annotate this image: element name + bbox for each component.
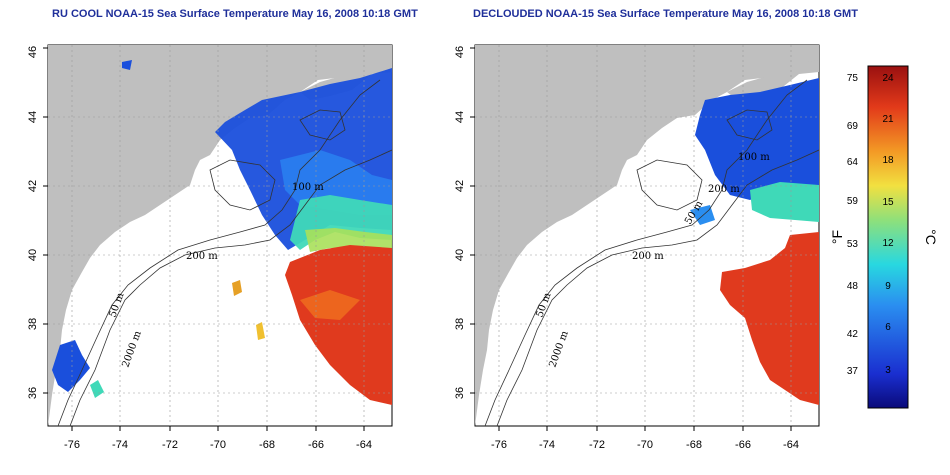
x-tick-label: -72: [162, 439, 178, 451]
x-tick-label: -64: [783, 439, 799, 451]
left-map: 200 m 50 m 2000 m 100 m -76 -74 -72 -70 …: [27, 44, 393, 451]
x-tick-label: -76: [491, 439, 507, 451]
fahrenheit-tick: 42: [847, 329, 859, 340]
celsius-tick: 9: [885, 281, 891, 292]
left-map-title: RU COOL NOAA-15 Sea Surface Temperature …: [52, 8, 418, 20]
fahrenheit-tick: 75: [847, 73, 859, 84]
celsius-tick: 12: [882, 238, 894, 249]
sst-cold-region: [122, 60, 132, 70]
y-tick-label: 42: [454, 180, 466, 192]
fahrenheit-unit-label: °F: [829, 230, 845, 244]
right-gridlines: [475, 45, 819, 426]
land-mass: [475, 45, 819, 426]
right-map-title: DECLOUDED NOAA-15 Sea Surface Temperatur…: [473, 8, 858, 20]
colorbar-gradient: [867, 65, 909, 409]
celsius-scale: 24 21 18 15 12 9 6 3: [882, 73, 894, 376]
y-tick-label: 40: [27, 249, 39, 261]
left-gridlines: [48, 45, 392, 426]
y-tick-label: 42: [27, 180, 39, 192]
fahrenheit-tick: 48: [847, 281, 859, 292]
y-tick-label: 40: [454, 249, 466, 261]
fahrenheit-tick: 37: [847, 366, 859, 377]
left-y-axis: 46 44 42 40 38 36: [27, 46, 39, 399]
contour-label: 100 m: [292, 182, 324, 193]
y-tick-label: 44: [27, 111, 39, 123]
left-tick-marks: [43, 47, 365, 431]
celsius-unit-label: °C: [923, 229, 939, 245]
contour-label: 200 m: [186, 251, 218, 262]
x-tick-label: -66: [308, 439, 324, 451]
x-tick-label: -66: [735, 439, 751, 451]
land-mass: [727, 60, 819, 100]
sst-mid-region: [750, 182, 819, 222]
y-tick-label: 38: [454, 318, 466, 330]
left-x-axis: -76 -74 -72 -70 -68 -66 -64: [64, 439, 372, 451]
x-tick-label: -64: [356, 439, 372, 451]
x-tick-label: -76: [64, 439, 80, 451]
x-tick-label: -74: [539, 439, 555, 451]
y-tick-label: 44: [454, 111, 466, 123]
sst-warm-region: [300, 290, 360, 320]
left-isobaths: [57, 79, 392, 426]
fahrenheit-tick: 53: [847, 239, 859, 250]
x-tick-label: -68: [686, 439, 702, 451]
sst-warm-region: [232, 280, 242, 296]
sst-warm-region: [770, 258, 800, 290]
sst-cold-region: [52, 340, 90, 392]
sst-cold-region: [695, 78, 819, 200]
contour-label: 100 m: [738, 152, 770, 163]
right-y-axis: 46 44 42 40 38 36: [454, 46, 466, 399]
x-tick-label: -72: [589, 439, 605, 451]
right-map: 200 m 50 m 2000 m 100 m 50 m 200 m -76 -…: [454, 44, 820, 451]
celsius-tick: 18: [882, 155, 894, 166]
fahrenheit-tick: 69: [847, 121, 859, 132]
temperature-colorbar: 75 69 64 59 53 48 42 37 24 21 18 15 12 9…: [829, 65, 939, 409]
right-tick-marks: [470, 47, 792, 431]
sst-warm-region: [256, 322, 265, 340]
fahrenheit-tick: 59: [847, 196, 859, 207]
y-tick-label: 46: [27, 46, 39, 58]
contour-label: 200 m: [632, 251, 664, 262]
y-tick-label: 36: [27, 387, 39, 399]
x-tick-label: -70: [637, 439, 653, 451]
fahrenheit-scale: 75 69 64 59 53 48 42 37: [847, 73, 859, 377]
y-tick-label: 38: [27, 318, 39, 330]
x-tick-label: -70: [210, 439, 226, 451]
sst-mid-region: [90, 380, 104, 398]
y-tick-label: 36: [454, 387, 466, 399]
sst-mid-region: [305, 228, 392, 252]
right-x-axis: -76 -74 -72 -70 -68 -66 -64: [491, 439, 799, 451]
celsius-tick: 24: [882, 73, 894, 84]
contour-label: 200 m: [708, 184, 740, 195]
celsius-tick: 3: [885, 365, 891, 376]
right-isobaths: [484, 79, 819, 426]
celsius-tick: 6: [885, 322, 891, 333]
x-tick-label: -68: [259, 439, 275, 451]
land-mass: [48, 45, 392, 426]
celsius-tick: 21: [882, 114, 894, 125]
celsius-tick: 15: [882, 197, 894, 208]
x-tick-label: -74: [112, 439, 128, 451]
sst-warm-region: [285, 245, 392, 405]
fahrenheit-tick: 64: [847, 157, 859, 168]
y-tick-label: 46: [454, 46, 466, 58]
